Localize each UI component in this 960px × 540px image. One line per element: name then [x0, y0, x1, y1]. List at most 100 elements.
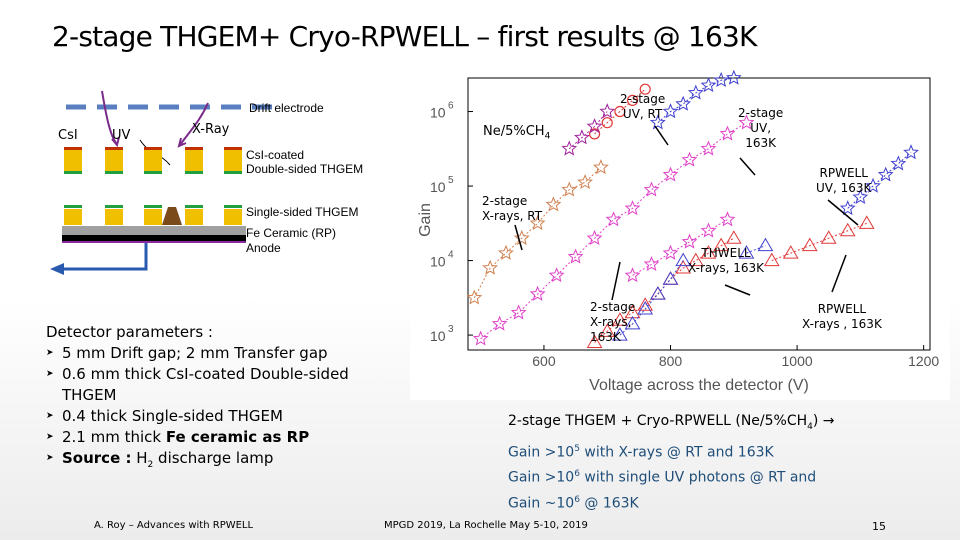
summary-text: Gain ~10 — [508, 495, 575, 512]
series — [624, 211, 736, 283]
params-heading: Detector parameters : — [46, 323, 213, 341]
data-point — [675, 252, 692, 267]
summary-text: Gain >10 — [508, 470, 575, 487]
footer-conference: MPGD 2019, La Rochelle May 5-10, 2019 — [384, 520, 588, 531]
summary-sub: 4 — [807, 421, 813, 432]
data-point — [687, 252, 704, 267]
data-point — [700, 77, 717, 93]
data-point — [713, 237, 730, 252]
data-point — [662, 244, 679, 260]
annotation-line: 2-stage — [590, 300, 636, 314]
y-tick-label: 10 — [430, 254, 446, 270]
anode-label: Anode — [246, 241, 281, 255]
data-point — [649, 286, 666, 300]
data-point — [586, 334, 603, 349]
series-line — [568, 111, 608, 150]
data-point — [681, 151, 698, 167]
annotation-line: X-rays, — [590, 315, 632, 329]
summary-line-1: 2-stage THGEM + Cryo-RPWELL (Ne/5%CH4) → — [508, 410, 835, 438]
series-line — [657, 77, 734, 124]
y-tick-exponent: 3 — [448, 324, 454, 335]
data-point — [700, 222, 717, 238]
params-item-text: 0.6 mm thick CsI-coated Double-sided THG… — [62, 365, 349, 404]
single-sided-thgem — [64, 205, 242, 225]
fe-ceramic-label: Fe Ceramic (RP) — [246, 226, 337, 240]
footer-author: A. Roy – Advances with RPWELL — [94, 520, 254, 531]
data-point — [643, 255, 660, 272]
page-number: 15 — [872, 520, 886, 533]
data-point — [624, 267, 641, 283]
detector-parameters: Detector parameters : 5 mm Drift gap; 2 … — [46, 322, 362, 476]
data-point — [637, 301, 654, 315]
summary-sup: 5 — [574, 443, 580, 454]
summary-sup: 6 — [574, 469, 580, 480]
x-axis-label: Voltage across the detector (V) — [589, 377, 809, 394]
data-point — [624, 200, 641, 216]
data-point — [599, 103, 616, 119]
params-item-text: H — [131, 449, 148, 467]
xray-arrow — [179, 102, 209, 146]
series — [839, 144, 919, 216]
uv-rt-annotation: 2-stage UV, RT — [620, 92, 665, 122]
series — [738, 237, 774, 259]
data-point — [513, 229, 530, 245]
summary-text: with X-rays @ RT and 163K — [579, 444, 774, 461]
series — [588, 83, 651, 140]
data-point — [662, 271, 679, 285]
double-thgem-label-2: Double-sided THGEM — [246, 162, 364, 176]
data-point — [649, 114, 666, 130]
params-item-text: discharge lamp — [153, 449, 274, 467]
annotation-line: 2-stage — [482, 194, 528, 208]
csi-label: CsI — [58, 128, 78, 143]
series-line — [746, 245, 766, 254]
data-point — [725, 230, 742, 244]
series — [612, 252, 692, 341]
annotation-line: UV, 163K — [816, 181, 872, 195]
data-point — [586, 118, 603, 134]
data-point — [782, 245, 799, 259]
params-item: Source : H2 discharge lamp — [46, 448, 362, 476]
data-point — [498, 244, 514, 260]
data-point — [662, 166, 679, 182]
annotation-line: UV, RT — [622, 107, 663, 121]
x-tick-label: 1200 — [908, 353, 939, 369]
data-point — [738, 114, 755, 130]
gas-sub: 4 — [544, 131, 551, 142]
summary-text: with single UV photons @ RT and — [579, 470, 817, 487]
annotation-line: UV, — [750, 121, 772, 135]
y-tick-exponent: 5 — [448, 175, 454, 186]
uv-label: UV — [112, 128, 131, 143]
y-tick-label: 10 — [430, 179, 446, 195]
annotation-line: X-rays , 163K — [802, 317, 882, 331]
params-item: 0.4 thick Single-sided THGEM — [46, 406, 362, 427]
data-point — [577, 173, 593, 190]
data-point — [567, 248, 584, 264]
data-point — [801, 237, 818, 252]
data-point — [852, 188, 869, 204]
data-point — [865, 177, 881, 193]
summary-text: @ 163K — [579, 495, 639, 512]
data-marks — [466, 70, 919, 349]
params-item-bold: Source : — [62, 449, 132, 467]
double-thgem-label-1: CsI-coated — [246, 148, 305, 162]
data-point — [662, 103, 679, 119]
gas-annotation: Ne/5%CH4 — [483, 124, 550, 145]
annotation-line: 2-stage — [738, 106, 784, 120]
summary-text: ) → — [812, 413, 835, 429]
data-point — [612, 312, 628, 326]
params-item-text: 0.4 thick Single-sided THGEM — [62, 407, 283, 425]
summary-line-2: Gain >105 with X-rays @ RT and 163K — [508, 438, 835, 464]
readout-arrow — [62, 243, 148, 271]
xray-label: X-Ray — [192, 122, 230, 137]
anode-plate — [62, 235, 246, 241]
data-point — [675, 260, 692, 274]
plot-frame — [467, 77, 931, 351]
annotation-line: 163K — [590, 330, 621, 344]
detector-diagram — [50, 90, 280, 275]
data-point — [601, 117, 613, 129]
data-point — [639, 83, 651, 95]
fe-ceramic-plate — [62, 226, 246, 235]
uv-163k-annotation: 2-stage UV, 163K — [738, 106, 783, 151]
data-point — [482, 259, 499, 275]
